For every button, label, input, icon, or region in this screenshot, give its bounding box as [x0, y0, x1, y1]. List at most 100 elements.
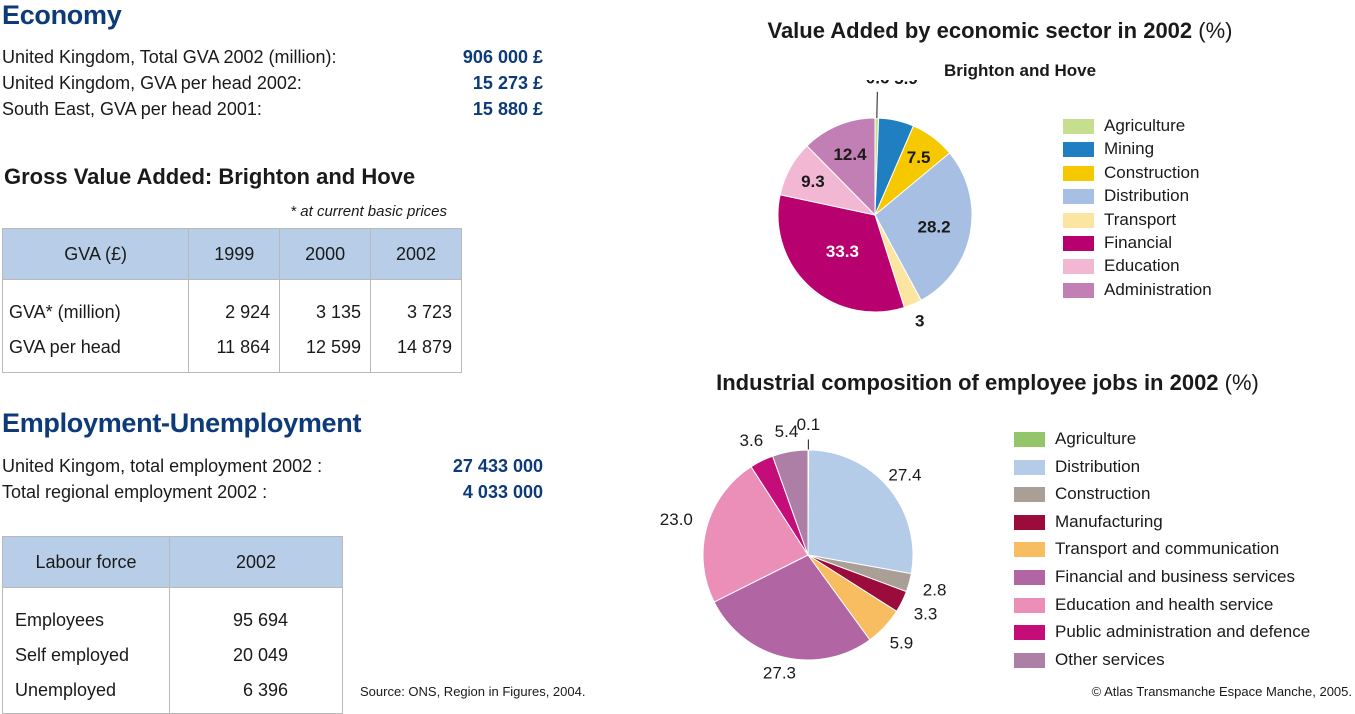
gva-table-note: * at current basic prices — [290, 203, 447, 220]
gva-table: GVA (£) 1999 2000 2002 GVA* (million) 2 … — [2, 228, 462, 373]
gva-cell: 2 924 — [189, 280, 280, 331]
employment-value-regional: 4 033 000 — [463, 482, 543, 503]
labour-row-label: Self employed — [3, 638, 170, 673]
gva-table-title: Gross Value Added: Brighton and Hove — [4, 164, 415, 190]
economy-value-uk-total: 906 000 £ — [463, 47, 543, 68]
legend-label: Distribution — [1055, 457, 1140, 477]
employment-label-regional: Total regional employment 2002 : — [2, 482, 267, 503]
gva-header-label: GVA (£) — [3, 229, 189, 280]
legend-swatch — [1014, 460, 1045, 475]
economy-value-se-head: 15 880 £ — [473, 99, 543, 120]
gva-cell: 14 879 — [371, 330, 462, 373]
legend-label: Construction — [1055, 484, 1150, 504]
legend-label: Construction — [1104, 163, 1199, 183]
legend-label: Other services — [1055, 650, 1165, 670]
legend-swatch — [1014, 625, 1045, 640]
chart2-title-unit: (%) — [1225, 370, 1259, 395]
legend-swatch — [1063, 189, 1094, 204]
gva-row-label: GVA* (million) — [3, 280, 189, 331]
pie-data-label: 23.0 — [660, 510, 693, 529]
economy-heading: Economy — [2, 0, 121, 31]
chart1-pie: 0.6 5.9 7.5 28.2 3 33.3 9.3 12.4 — [760, 80, 990, 330]
gva-header-2002: 2002 — [371, 229, 462, 280]
table-row: Self employed 20 049 — [3, 638, 343, 673]
economy-label-uk-total: United Kingdom, Total GVA 2002 (million)… — [2, 47, 337, 68]
labour-row-label: Unemployed — [3, 673, 170, 714]
economy-label-se-head: South East, GVA per head 2001: — [2, 99, 262, 120]
chart2-title-main: Industrial composition of employee jobs … — [716, 370, 1218, 395]
gva-header-2000: 2000 — [280, 229, 371, 280]
economy-label-uk-head: United Kingdom, GVA per head 2002: — [2, 73, 302, 94]
labour-header-2002: 2002 — [170, 537, 343, 588]
legend-swatch — [1014, 570, 1045, 585]
chart1-title: Value Added by economic sector in 2002 (… — [700, 18, 1300, 44]
chart1-title-unit: (%) — [1198, 18, 1232, 43]
pie-data-label: 9.3 — [801, 172, 825, 191]
gva-cell: 11 864 — [189, 330, 280, 373]
labour-cell: 95 694 — [170, 588, 343, 639]
legend-swatch — [1014, 487, 1045, 502]
pie-data-label: 3 — [915, 311, 924, 330]
gva-cell: 12 599 — [280, 330, 371, 373]
employment-label-uk: United Kingom, total employment 2002 : — [2, 456, 322, 477]
legend-label: Financial — [1104, 233, 1172, 253]
table-row: Unemployed 6 396 — [3, 673, 343, 714]
legend-swatch — [1014, 515, 1045, 530]
gva-header-1999: 1999 — [189, 229, 280, 280]
chart2-title: Industrial composition of employee jobs … — [680, 370, 1295, 396]
source-note: Source: ONS, Region in Figures, 2004. — [360, 684, 585, 699]
legend-swatch — [1063, 213, 1094, 228]
legend-label: Education and health service — [1055, 595, 1273, 615]
labour-cell: 20 049 — [170, 638, 343, 673]
table-row: GVA* (million) 2 924 3 135 3 723 — [3, 280, 462, 331]
legend-swatch — [1014, 598, 1045, 613]
legend-swatch — [1063, 166, 1094, 181]
legend-label: Mining — [1104, 139, 1154, 159]
legend-label: Manufacturing — [1055, 512, 1163, 532]
legend-label: Financial and business services — [1055, 567, 1295, 587]
chart1-subtitle: Brighton and Hove — [870, 61, 1170, 81]
legend-swatch — [1063, 259, 1094, 274]
copyright-note: © Atlas Transmanche Espace Manche, 2005. — [1092, 684, 1352, 699]
legend-swatch — [1063, 283, 1094, 298]
pie-data-label: 5.9 — [894, 80, 918, 88]
legend-swatch — [1063, 236, 1094, 251]
labour-table: Labour force 2002 Employees 95 694 Self … — [2, 536, 343, 714]
pie-data-label: 5.4 — [775, 422, 799, 441]
legend-label: Agriculture — [1055, 429, 1136, 449]
gva-cell: 3 723 — [371, 280, 462, 331]
pie-data-label: 0.1 — [797, 415, 821, 434]
pie-data-label: 2.8 — [923, 581, 947, 600]
pie-data-label: 5.9 — [890, 634, 914, 653]
legend-label: Transport and communication — [1055, 539, 1279, 559]
legend-label: Education — [1104, 256, 1180, 276]
legend-label: Administration — [1104, 280, 1212, 300]
legend-label: Agriculture — [1104, 116, 1185, 136]
pie-data-label: 28.2 — [917, 217, 950, 236]
labour-row-label: Employees — [3, 588, 170, 639]
labour-cell: 6 396 — [170, 673, 343, 714]
employment-heading: Employment-Unemployment — [2, 408, 361, 439]
gva-cell: 3 135 — [280, 280, 371, 331]
economy-value-uk-head: 15 273 £ — [473, 73, 543, 94]
pie-data-label: 27.4 — [888, 465, 921, 484]
legend-label: Public administration and defence — [1055, 622, 1310, 642]
pie-data-label: 3.3 — [914, 604, 938, 623]
legend-swatch — [1014, 432, 1045, 447]
chart1-title-main: Value Added by economic sector in 2002 — [767, 18, 1192, 43]
pie-data-label: 12.4 — [833, 145, 867, 164]
legend-swatch — [1063, 142, 1094, 157]
legend-swatch — [1063, 119, 1094, 134]
legend-swatch — [1014, 542, 1045, 557]
gva-row-label: GVA per head — [3, 330, 189, 373]
labour-header-label: Labour force — [3, 537, 170, 588]
pie-data-label: 7.5 — [907, 148, 931, 167]
pie-data-label: 33.3 — [826, 242, 859, 261]
legend-swatch — [1014, 653, 1045, 668]
pie-data-label: 0.6 — [866, 80, 890, 87]
legend-label: Transport — [1104, 210, 1176, 230]
pie-data-label: 3.6 — [740, 431, 764, 450]
employment-value-uk: 27 433 000 — [453, 456, 543, 477]
table-row: GVA per head 11 864 12 599 14 879 — [3, 330, 462, 373]
